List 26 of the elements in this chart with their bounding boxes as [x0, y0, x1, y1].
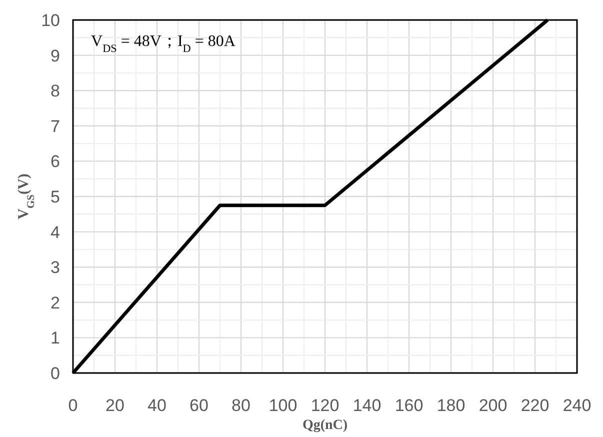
- x-tick-label: 200: [478, 396, 508, 415]
- x-tick-label: 20: [106, 396, 124, 415]
- x-axis-title: Qg(nC): [302, 418, 348, 433]
- x-tick-label: 220: [520, 396, 550, 415]
- y-tick-label: 10: [41, 11, 60, 30]
- y-tick-label: 3: [50, 258, 60, 278]
- y-tick-label: 2: [50, 293, 60, 312]
- x-tick-label: 240: [562, 396, 592, 415]
- x-tick-label: 140: [352, 396, 382, 415]
- y-tick-label: 8: [50, 82, 60, 101]
- x-tick-label: 180: [436, 396, 466, 415]
- x-tick-label: 80: [232, 396, 250, 415]
- y-tick-label: 0: [50, 364, 60, 383]
- x-tick-label: 60: [190, 396, 208, 415]
- x-tick-label: 160: [394, 396, 424, 415]
- y-tick-label: 4: [50, 222, 60, 242]
- x-tick-label: 40: [148, 396, 166, 415]
- y-tick-label: 7: [50, 116, 60, 136]
- y-tick-label: 9: [50, 46, 60, 66]
- x-tick-label: 120: [310, 396, 340, 415]
- y-tick-label: 5: [50, 188, 60, 206]
- annotation: V$_{DS}$ = 48V；I$_{D}$ = 80A: [91, 33, 236, 55]
- y-tick-label: 6: [50, 152, 60, 172]
- x-tick-label: 100: [268, 396, 298, 415]
- y-tick-label: 1: [50, 328, 60, 348]
- x-tick-label: 0: [68, 396, 78, 415]
